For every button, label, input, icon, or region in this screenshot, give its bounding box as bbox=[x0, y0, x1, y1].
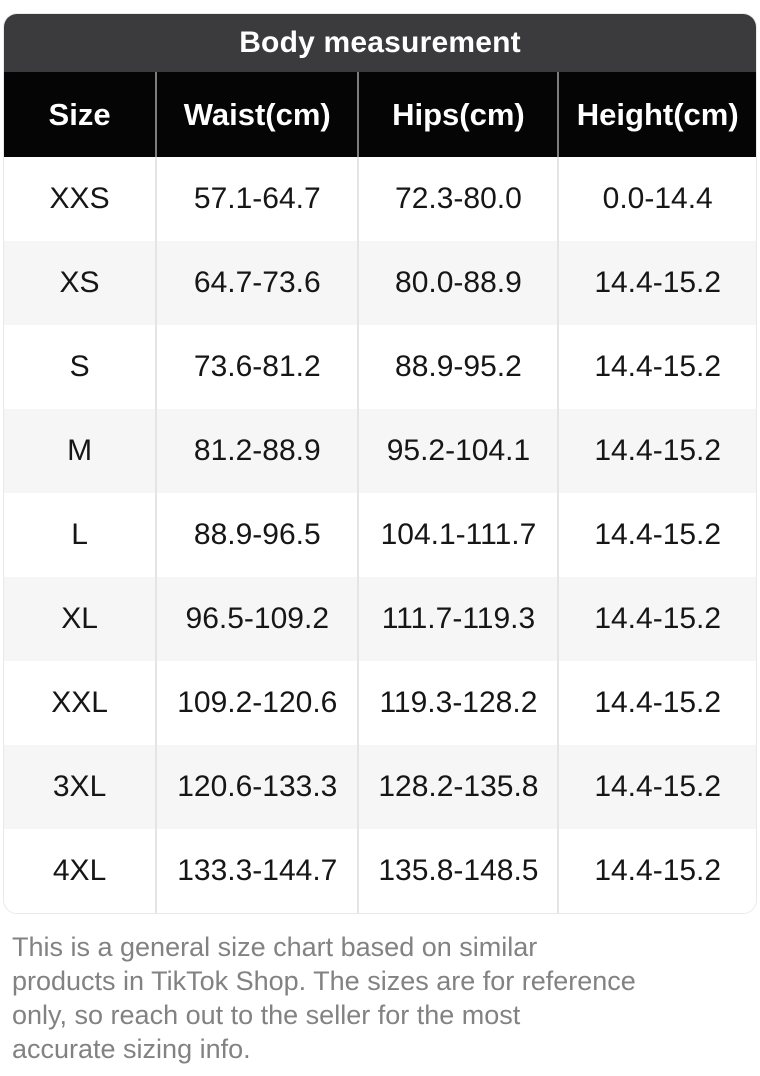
table-row: XL 96.5-109.2 111.7-119.3 14.4-15.2 bbox=[4, 577, 756, 661]
measurement-cell: 88.9-96.5 bbox=[155, 493, 357, 577]
column-header-size: Size bbox=[48, 96, 111, 132]
table-row: XS 64.7-73.6 80.0-88.9 14.4-15.2 bbox=[4, 241, 756, 325]
table-row: L 88.9-96.5 104.1-111.7 14.4-15.2 bbox=[4, 493, 756, 577]
table-row: M 81.2-88.9 95.2-104.1 14.4-15.2 bbox=[4, 409, 756, 493]
measurement-cell: 14.4-15.2 bbox=[557, 745, 756, 829]
measurement-cell: 14.4-15.2 bbox=[557, 661, 756, 745]
size-cell: M bbox=[67, 434, 93, 467]
size-chart-disclaimer: This is a general size chart based on si… bbox=[0, 914, 760, 1066]
measurement-cell: 109.2-120.6 bbox=[155, 661, 357, 745]
measurement-cell: 81.2-88.9 bbox=[155, 409, 357, 493]
measurement-cell: 120.6-133.3 bbox=[155, 745, 357, 829]
size-chart-title-label: Body measurement bbox=[239, 26, 521, 59]
table-row: S 73.6-81.2 88.9-95.2 14.4-15.2 bbox=[4, 325, 756, 409]
measurement-cell: 0.0-14.4 bbox=[557, 157, 756, 241]
measurement-cell: 104.1-111.7 bbox=[357, 493, 557, 577]
size-cell: XS bbox=[59, 266, 100, 299]
size-cell: L bbox=[71, 518, 88, 551]
table-header-row: Size Waist(cm) Hips(cm) Height(cm) bbox=[4, 72, 756, 157]
measurement-cell: 14.4-15.2 bbox=[557, 325, 756, 409]
table-row: XXS 57.1-64.7 72.3-80.0 0.0-14.4 bbox=[4, 157, 756, 241]
measurement-cell: 14.4-15.2 bbox=[557, 577, 756, 661]
disclaimer-line: accurate sizing info. bbox=[12, 1034, 251, 1064]
column-header-hips: Hips(cm) bbox=[357, 72, 557, 157]
measurement-cell: 133.3-144.7 bbox=[155, 829, 357, 913]
size-cell: 4XL bbox=[52, 854, 107, 887]
table-row: XXL 109.2-120.6 119.3-128.2 14.4-15.2 bbox=[4, 661, 756, 745]
measurement-cell: 64.7-73.6 bbox=[155, 241, 357, 325]
measurement-cell: 95.2-104.1 bbox=[357, 409, 557, 493]
measurement-cell: 57.1-64.7 bbox=[155, 157, 357, 241]
size-cell: XXL bbox=[51, 686, 108, 719]
disclaimer-line: products in TikTok Shop. The sizes are f… bbox=[12, 966, 636, 996]
disclaimer-line: This is a general size chart based on si… bbox=[12, 932, 538, 962]
measurement-cell: 88.9-95.2 bbox=[357, 325, 557, 409]
measurement-cell: 14.4-15.2 bbox=[557, 829, 756, 913]
disclaimer-line: only, so reach out to the seller for the… bbox=[12, 1000, 521, 1030]
size-chart-card: Body measurement Size Waist(cm) Hips(cm)… bbox=[3, 13, 757, 914]
measurement-cell: 96.5-109.2 bbox=[155, 577, 357, 661]
size-cell: XL bbox=[61, 602, 98, 635]
measurement-cell: 135.8-148.5 bbox=[357, 829, 557, 913]
size-chart-title: Body measurement bbox=[4, 14, 756, 72]
size-cell: S bbox=[69, 350, 90, 383]
column-header-waist: Waist(cm) bbox=[155, 72, 357, 157]
measurement-cell: 73.6-81.2 bbox=[155, 325, 357, 409]
measurement-cell: 80.0-88.9 bbox=[357, 241, 557, 325]
size-cell: 3XL bbox=[52, 770, 107, 803]
column-header-height: Height(cm) bbox=[557, 72, 756, 157]
measurement-cell: 128.2-135.8 bbox=[357, 745, 557, 829]
measurement-cell: 14.4-15.2 bbox=[557, 409, 756, 493]
measurement-cell: 14.4-15.2 bbox=[557, 493, 756, 577]
measurement-cell: 111.7-119.3 bbox=[357, 577, 557, 661]
measurement-cell: 72.3-80.0 bbox=[357, 157, 557, 241]
measurement-cell: 119.3-128.2 bbox=[357, 661, 557, 745]
table-row: 4XL 133.3-144.7 135.8-148.5 14.4-15.2 bbox=[4, 829, 756, 913]
size-cell: XXS bbox=[49, 182, 110, 215]
table-body: XXS 57.1-64.7 72.3-80.0 0.0-14.4 XS 64.7-73.6… bbox=[4, 157, 756, 913]
measurement-cell: 14.4-15.2 bbox=[557, 241, 756, 325]
table-row: 3XL 120.6-133.3 128.2-135.8 14.4-15.2 bbox=[4, 745, 756, 829]
